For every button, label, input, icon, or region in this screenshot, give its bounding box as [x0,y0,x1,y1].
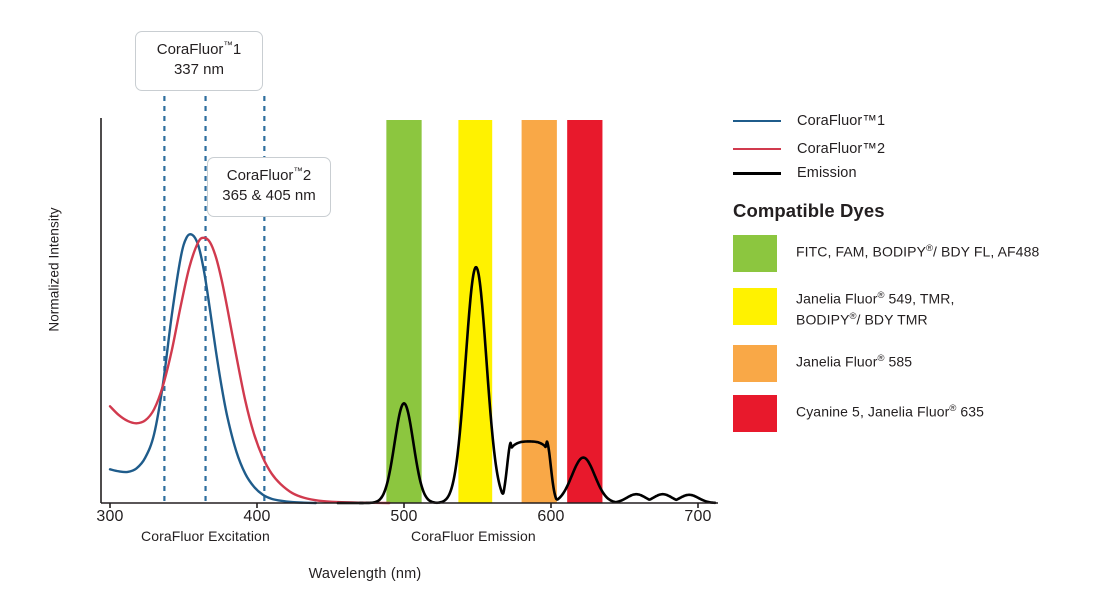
dye-color-swatch [733,395,777,432]
legend-line-corafluor1 [733,120,781,122]
excitation-curve [108,233,317,505]
callout-corafluor1-line2: 337 nm [173,61,225,79]
dye-label-line: Janelia Fluor® 549, TMR, [796,290,955,307]
dye-bands-group [386,120,603,503]
excitation-range-label: CoraFluor Excitation [141,528,270,544]
x-tick-600: 600 [537,508,565,525]
x-tick-300: 300 [96,508,124,525]
dye-label: Janelia Fluor® 585 [796,345,912,373]
dye-band-rect [567,120,603,503]
spectra-curves [108,233,717,505]
legend-series-corafluor2: CoraFluor™2 [733,141,885,157]
emission-range-label: CoraFluor Emission [411,528,536,544]
plot-area: Normalized Intensity 300 400 500 600 700… [46,31,718,582]
callout-corafluor2-line1: CoraFluor™2 [226,166,312,184]
x-axis-title: Wavelength (nm) [308,566,422,582]
dye-row: Cyanine 5, Janelia Fluor® 635 [733,395,984,432]
emission-curve [358,265,717,505]
dye-label-line: Janelia Fluor® 585 [796,353,913,370]
legend-series-corafluor1: CoraFluor™1 [733,113,885,129]
dye-band-rect [386,120,422,503]
x-tick-700: 700 [684,508,712,525]
legend-label-corafluor2: CoraFluor™2 [797,141,886,157]
excitation-curve [108,236,391,505]
x-tick-500: 500 [390,508,418,525]
legend-line-emission [733,171,781,175]
compatible-dyes-heading: Compatible Dyes [733,200,885,221]
dye-color-swatch [733,345,777,382]
legend-series-emission: Emission [733,165,857,181]
legend-panel: CoraFluor™1 CoraFluor™2 Emission Compati… [731,0,1110,612]
dye-label-line: FITC, FAM, BODIPY®/ BDY FL, AF488 [796,243,1040,260]
dye-label-line: Cyanine 5, Janelia Fluor® 635 [796,403,985,420]
dye-color-swatch [733,288,777,325]
dye-band-rect [458,120,493,503]
x-axis-ticks [109,503,699,508]
dye-label: FITC, FAM, BODIPY®/ BDY FL, AF488 [796,235,1039,263]
callout-corafluor1-line1: CoraFluor™1 [156,40,242,58]
spectra-plot-svg [100,96,718,508]
dye-label: Janelia Fluor® 549, TMR, BODIPY®/ BDY TMR [796,288,954,330]
dye-row: FITC, FAM, BODIPY®/ BDY FL, AF488 [733,235,1039,272]
y-axis-title: Normalized Intensity [46,207,62,332]
legend-line-corafluor2 [733,148,781,150]
callout-corafluor1: CoraFluor™1 337 nm [135,31,263,91]
dye-band-rect [521,120,557,503]
excitation-marker-lines [163,96,266,503]
legend-label-corafluor1: CoraFluor™1 [797,113,886,129]
callout-corafluor2-line2: 365 & 405 nm [222,187,316,205]
dye-row: Janelia Fluor® 585 [733,345,912,382]
dye-label: Cyanine 5, Janelia Fluor® 635 [796,395,984,423]
x-tick-400: 400 [243,508,271,525]
legend-label-emission: Emission [797,165,857,181]
dye-color-swatch [733,235,777,272]
dye-row: Janelia Fluor® 549, TMR, BODIPY®/ BDY TMR [733,288,954,330]
dye-label-line: BODIPY®/ BDY TMR [796,310,928,328]
callout-corafluor2: CoraFluor™2 365 & 405 nm [207,157,331,217]
